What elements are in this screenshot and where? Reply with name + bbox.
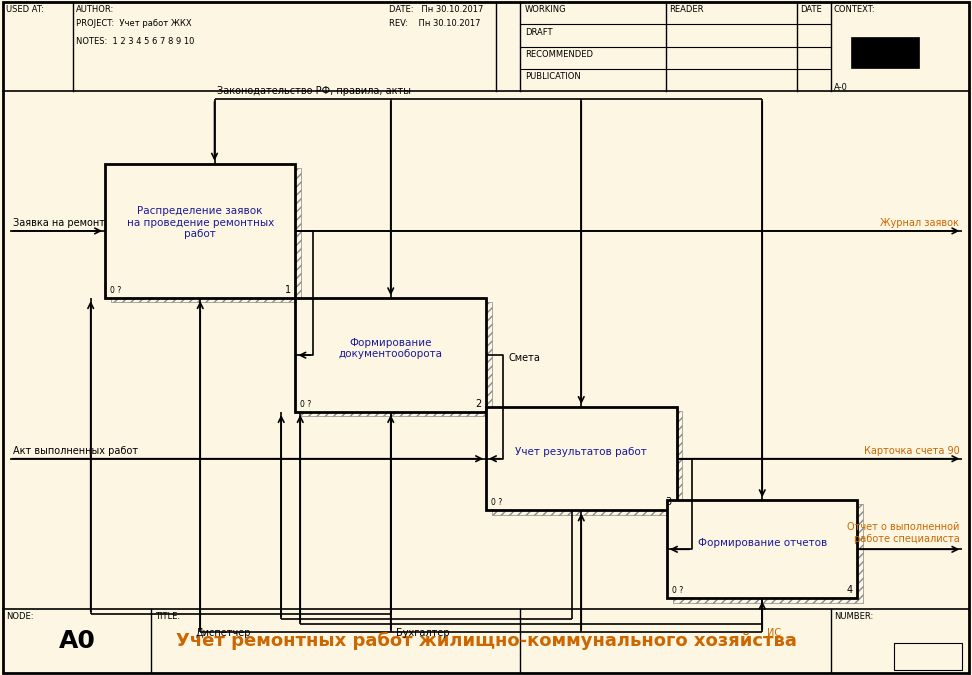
- Text: 2: 2: [475, 399, 481, 409]
- Text: Карточка счета 90: Карточка счета 90: [863, 446, 959, 456]
- Bar: [301, 302, 492, 416]
- Text: READER: READER: [669, 5, 703, 14]
- Text: Формирование отчетов: Формирование отчетов: [698, 539, 827, 548]
- Text: REV:    Пн 30.10.2017: REV: Пн 30.10.2017: [389, 19, 480, 28]
- Text: Журнал заявок: Журнал заявок: [881, 218, 959, 228]
- Text: Смета: Смета: [508, 353, 540, 363]
- Text: PUBLICATION: PUBLICATION: [525, 72, 580, 81]
- Bar: [492, 411, 682, 514]
- Text: DATE: DATE: [800, 5, 821, 14]
- Text: WORKING: WORKING: [525, 5, 567, 14]
- Text: TITLE:: TITLE:: [156, 612, 181, 621]
- Text: Формирование
документооборота: Формирование документооборота: [339, 338, 442, 359]
- Text: Распределение заявок
на проведение ремонтных
работ: Распределение заявок на проведение ремон…: [126, 207, 274, 240]
- Text: 0 ?: 0 ?: [300, 400, 312, 409]
- Text: Акт выполненных работ: Акт выполненных работ: [13, 446, 138, 456]
- Text: NODE:: NODE:: [6, 612, 33, 621]
- Text: Отчет о выполненной
работе специалиста: Отчет о выполненной работе специалиста: [847, 522, 959, 544]
- Text: Законодательство РФ, правила, акты: Законодательство РФ, правила, акты: [218, 86, 411, 97]
- Text: 3: 3: [666, 497, 672, 507]
- Text: Учет результатов работ: Учет результатов работ: [515, 448, 647, 458]
- Text: DRAFT: DRAFT: [525, 28, 552, 36]
- Text: 0 ?: 0 ?: [672, 586, 683, 595]
- Text: AUTHOR:: AUTHOR:: [76, 5, 114, 14]
- Bar: [111, 167, 301, 302]
- Text: 0 ?: 0 ?: [110, 286, 122, 295]
- Text: CONTEXT:: CONTEXT:: [834, 5, 876, 14]
- Text: Заявка на ремонт: Заявка на ремонт: [13, 218, 105, 228]
- Bar: [667, 500, 857, 599]
- Text: ИС: ИС: [767, 628, 781, 638]
- Text: USED AT:: USED AT:: [6, 5, 44, 14]
- Bar: [295, 298, 486, 412]
- Bar: [894, 643, 962, 670]
- Bar: [850, 37, 919, 68]
- Text: DATE:   Пн 30.10.2017: DATE: Пн 30.10.2017: [389, 5, 483, 14]
- Bar: [105, 163, 295, 298]
- Text: 0 ?: 0 ?: [491, 498, 503, 507]
- Bar: [673, 504, 863, 603]
- Text: Бухгалтер: Бухгалтер: [396, 628, 449, 638]
- Text: PROJECT:  Учет работ ЖКХ: PROJECT: Учет работ ЖКХ: [76, 19, 191, 28]
- Text: RECOMMENDED: RECOMMENDED: [525, 50, 593, 59]
- Text: NUMBER:: NUMBER:: [834, 612, 873, 621]
- Text: A0: A0: [59, 629, 96, 653]
- Text: Диспетчер: Диспетчер: [195, 628, 251, 638]
- Text: NOTES:  1 2 3 4 5 6 7 8 9 10: NOTES: 1 2 3 4 5 6 7 8 9 10: [76, 37, 194, 46]
- Text: 4: 4: [847, 585, 852, 595]
- Text: Учет ремонтных работ жилищно-коммунального хозяйства: Учет ремонтных работ жилищно-коммунально…: [176, 632, 796, 650]
- Bar: [486, 407, 677, 510]
- Text: 1: 1: [285, 285, 291, 295]
- Text: A-0: A-0: [834, 83, 848, 92]
